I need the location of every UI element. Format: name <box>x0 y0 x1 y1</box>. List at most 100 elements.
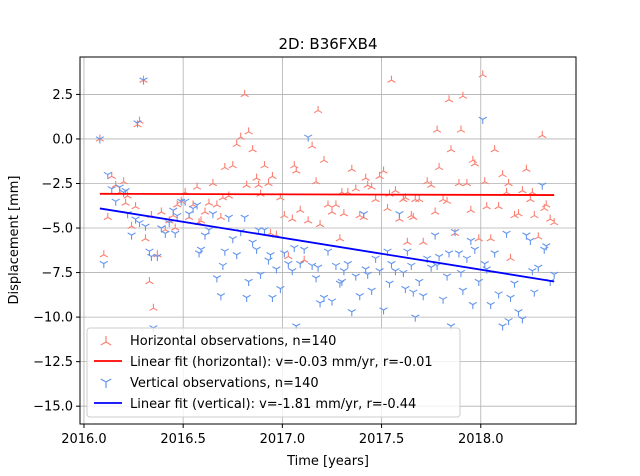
vertical-point <box>514 309 523 317</box>
legend-entry-vertical-observations: Vertical observations, n=140 <box>100 376 319 391</box>
horizontal-point <box>331 200 341 208</box>
horizontal-point <box>462 178 472 187</box>
vertical-point <box>549 271 559 279</box>
vertical-point <box>171 230 180 238</box>
vertical-point <box>103 171 112 180</box>
horizontal-point <box>288 214 297 222</box>
vertical-point <box>95 136 105 144</box>
legend-horizontal-observations: Horizontal observations, n=140 <box>130 334 336 349</box>
y-tick-label: −10.0 <box>33 311 73 326</box>
horizontal-point <box>454 178 464 187</box>
vertical-point <box>403 248 412 256</box>
y-axis: 2.5 0.0 −2.5 −5.0 −7.5 −10.0 −12.5 −15.0 <box>33 88 80 415</box>
vertical-point <box>434 253 444 262</box>
vertical-point <box>307 262 317 270</box>
horizontal-point <box>432 125 442 133</box>
y-tick-label: −12.5 <box>33 355 73 370</box>
vertical-point <box>266 252 275 260</box>
vertical-point <box>399 269 408 278</box>
horizontal-point <box>139 75 148 83</box>
y-tick-label: −5.0 <box>41 222 73 237</box>
vertical-point <box>288 268 297 276</box>
horizontal-point <box>212 200 222 208</box>
vertical-point <box>141 223 150 231</box>
horizontal-point <box>504 178 513 187</box>
vertical-point <box>200 232 210 240</box>
horizontal-point <box>99 250 108 258</box>
horizontal-fit-line <box>99 192 555 196</box>
vertical-point <box>280 250 289 258</box>
vertical-point <box>107 186 116 194</box>
y-axis-label: Displacement [mm] <box>7 176 22 305</box>
legend: Horizontal observations, n=140 Linear fi… <box>86 327 461 418</box>
horizontal-point <box>300 255 309 263</box>
horizontal-point <box>442 196 452 205</box>
horizontal-point <box>220 162 230 171</box>
horizontal-point <box>419 237 428 246</box>
horizontal-point <box>430 207 440 215</box>
vertical-point <box>188 205 198 213</box>
vertical-point <box>242 294 251 303</box>
vertical-point <box>248 239 257 247</box>
horizontal-point <box>546 214 555 222</box>
legend-entry-horizontal-fit: Linear fit (horizontal): v=-0.03 mm/yr, … <box>94 355 433 370</box>
horizontal-point <box>141 234 150 242</box>
vertical-point <box>480 260 489 269</box>
vertical-point <box>232 252 241 260</box>
vertical-point <box>371 255 380 263</box>
horizontal-point <box>522 164 531 172</box>
legend-horizontal-fit: Linear fit (horizontal): v=-0.03 mm/yr, … <box>130 355 433 370</box>
horizontal-point <box>387 75 396 83</box>
vertical-point <box>506 294 515 303</box>
legend-box <box>86 327 461 418</box>
vertical-point <box>194 250 204 258</box>
vertical-point <box>327 298 337 306</box>
vertical-point <box>192 202 202 210</box>
horizontal-point <box>296 205 305 213</box>
vertical-point <box>355 293 364 301</box>
horizontal-point <box>145 276 154 285</box>
vertical-point <box>224 214 233 222</box>
horizontal-point <box>303 216 313 224</box>
horizontal-point <box>351 184 360 192</box>
horizontal-point <box>171 223 180 231</box>
vertical-point <box>343 260 353 269</box>
horizontal-point <box>284 252 293 260</box>
horizontal-point <box>339 209 349 217</box>
vertical-point <box>470 246 480 254</box>
vertical-point <box>272 266 281 274</box>
vertical-point <box>444 250 454 258</box>
horizontal-point <box>307 141 317 149</box>
axes-frame <box>79 56 577 425</box>
y-tick-label: −7.5 <box>41 266 73 281</box>
vertical-point <box>391 268 400 276</box>
horizontal-point <box>456 125 466 133</box>
horizontal-point <box>478 70 487 78</box>
vertical-point <box>486 301 495 310</box>
vertical-point <box>115 184 124 192</box>
vertical-point <box>462 255 472 263</box>
vertical-point <box>526 237 535 245</box>
vertical-point <box>173 212 182 221</box>
horizontal-point <box>248 145 257 153</box>
vertical-point <box>184 211 194 219</box>
vertical-point <box>395 211 404 219</box>
vertical-point <box>323 248 333 256</box>
horizontal-point <box>232 139 241 148</box>
horizontal-point <box>204 198 214 206</box>
horizontal-point <box>264 178 273 187</box>
vertical-point <box>303 134 313 142</box>
horizontal-point <box>444 95 454 103</box>
vertical-point <box>339 268 349 276</box>
vertical-point <box>139 77 148 85</box>
horizontal-point <box>415 195 424 203</box>
horizontal-point <box>290 161 299 169</box>
horizontal-point <box>260 161 269 169</box>
vertical-point <box>538 182 547 190</box>
horizontal-point <box>403 237 412 246</box>
horizontal-observations <box>95 70 559 311</box>
horizontal-point <box>311 177 321 185</box>
horizontal-point <box>254 180 263 188</box>
vertical-point <box>268 294 277 303</box>
vertical-point <box>204 227 214 235</box>
